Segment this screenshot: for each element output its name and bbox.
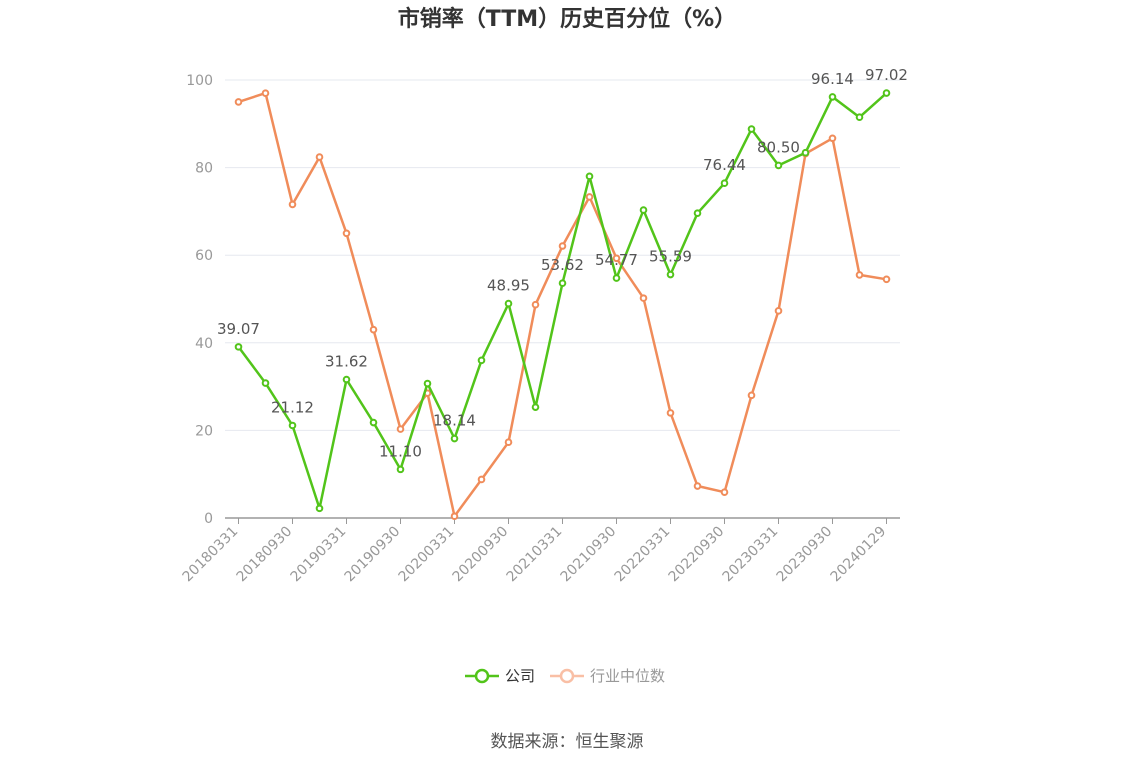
y-tick-label: 80 [195,161,213,177]
data-point[interactable] [585,172,594,181]
data-label: 76.44 [703,156,746,174]
data-point[interactable] [828,134,837,143]
data-point[interactable] [747,125,756,133]
data-point[interactable] [882,89,891,97]
data-point[interactable] [882,275,891,284]
x-tick-label: 20220930 [666,524,728,586]
data-label: 31.62 [325,353,368,371]
data-point[interactable] [396,465,405,474]
series-line [238,91,887,518]
data-point[interactable] [855,271,864,279]
x-tick-label: 20230930 [774,524,836,586]
data-label: 48.95 [487,277,530,295]
legend-marker-icon [474,668,490,684]
x-tick-label: 20180930 [234,524,296,586]
x-tick-label: 20190331 [288,524,350,586]
data-point[interactable] [774,307,783,315]
data-point[interactable] [693,209,702,217]
x-tick-label: 20200331 [396,524,458,586]
data-point[interactable] [288,200,297,209]
data-point[interactable] [261,89,270,97]
data-labels: 39.07 21.12 31.62 11.10 18.14 48.95 53.62 54.77… [217,66,908,460]
x-tick-label: 20210331 [504,524,566,586]
data-point[interactable] [612,274,621,282]
data-label: 80.50 [757,138,800,156]
y-axis: 0 20 40 60 80 100 [186,73,213,527]
legend[interactable]: 公司 行业中位数 [465,667,665,685]
data-point[interactable] [477,475,486,484]
data-point[interactable] [720,179,729,187]
data-point[interactable] [477,356,486,365]
data-point[interactable] [531,300,540,309]
data-point[interactable] [423,379,432,388]
y-tick-label: 60 [195,248,213,264]
data-label: 54.77 [595,251,638,269]
data-label: 96.14 [811,70,854,88]
data-point[interactable] [531,403,540,411]
data-point[interactable] [450,512,459,521]
data-point[interactable] [504,438,513,447]
data-point[interactable] [774,161,783,170]
grid [225,79,900,431]
data-point[interactable] [585,193,594,201]
data-label: 11.10 [379,442,422,460]
data-point[interactable] [261,379,270,387]
data-point[interactable] [828,93,837,101]
data-point[interactable] [234,343,243,351]
x-tick-label: 20230331 [720,524,782,586]
data-point[interactable] [450,434,459,443]
x-axis: 2018033120180930201903312019093020200331… [180,517,900,586]
data-point[interactable] [504,299,513,308]
legend-label: 公司 [505,667,535,685]
data-point[interactable] [234,98,243,106]
data-point[interactable] [315,504,324,513]
legend-label: 行业中位数 [590,667,665,685]
series-group [234,89,891,521]
data-label: 39.07 [217,320,260,338]
data-point[interactable] [801,148,810,157]
data-point[interactable] [315,153,324,161]
x-tick-label: 20240129 [828,524,890,586]
data-point[interactable] [342,375,351,384]
data-point[interactable] [666,270,675,279]
legend-item-1[interactable]: 行业中位数 [550,667,665,685]
data-point[interactable] [396,425,405,433]
x-tick-label: 20200930 [450,524,512,586]
y-tick-label: 40 [195,336,213,352]
legend-marker-icon [559,668,575,684]
y-tick-label: 100 [186,73,213,89]
data-point[interactable] [720,488,729,496]
y-tick-label: 0 [204,511,213,527]
chart-title: 市销率（TTM）历史百分位（%） [398,6,736,32]
data-point[interactable] [558,242,567,250]
data-point[interactable] [558,279,567,287]
x-tick-label: 20220331 [612,524,674,586]
x-tick-label: 20190930 [342,524,404,586]
data-label: 97.02 [865,66,908,84]
data-label: 55.59 [649,248,692,266]
data-point[interactable] [342,229,351,238]
data-label: 21.12 [271,398,314,416]
y-tick-label: 20 [195,423,213,439]
data-point[interactable] [855,113,864,122]
data-point[interactable] [288,421,297,430]
data-point[interactable] [666,409,675,417]
data-label: 53.62 [541,256,584,274]
source-note: 数据来源：恒生聚源 [491,732,644,752]
data-label: 18.14 [433,412,476,430]
data-point[interactable] [369,418,378,427]
data-point[interactable] [747,391,756,400]
data-point[interactable] [639,294,648,302]
series-0 [234,89,891,513]
data-point[interactable] [369,325,378,334]
legend-item-0[interactable]: 公司 [465,667,535,685]
data-point[interactable] [693,482,702,490]
data-point[interactable] [639,206,648,214]
data-point[interactable] [612,254,621,263]
x-tick-label: 20180331 [180,524,242,586]
x-tick-label: 20210930 [558,524,620,586]
